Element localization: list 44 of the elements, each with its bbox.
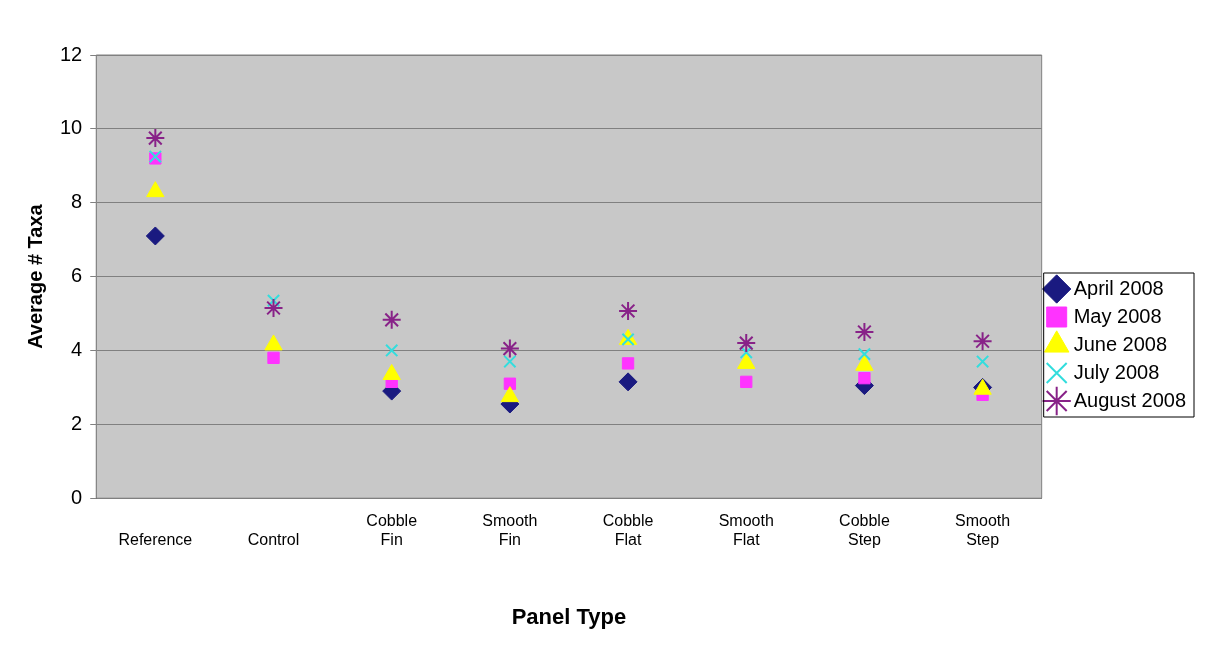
- point: [263, 297, 284, 318]
- legend-label: May 2008: [1073, 304, 1162, 327]
- point: [381, 309, 402, 330]
- point: [500, 386, 520, 403]
- x-tick-label: Cobble Flat: [602, 512, 654, 549]
- y-tick-label: 6: [71, 264, 83, 287]
- point: [618, 372, 638, 392]
- x-axis-title: Panel Type: [511, 603, 627, 629]
- point: [499, 338, 520, 359]
- y-tick-label: 10: [60, 116, 83, 139]
- x-tick-label: Control: [247, 531, 300, 549]
- x-tick-label: Cobble Step: [839, 512, 890, 549]
- y-tick-label: 8: [71, 190, 83, 213]
- point: [145, 226, 165, 246]
- point: [503, 354, 517, 369]
- x-tick-label: Reference: [118, 531, 193, 549]
- point: [972, 331, 993, 352]
- point: [385, 343, 399, 358]
- point: [503, 377, 517, 390]
- legend-label: August 2008: [1073, 388, 1187, 411]
- point: [621, 357, 635, 370]
- x-tick-label: Cobble Fin: [366, 512, 418, 549]
- point: [740, 375, 753, 389]
- point: [854, 322, 875, 342]
- point: [858, 372, 871, 385]
- point: [857, 347, 872, 361]
- point: [266, 293, 281, 308]
- y-tick-label: 4: [71, 337, 83, 360]
- y-tick-label: 2: [71, 411, 83, 434]
- point: [145, 128, 166, 149]
- y-axis-title: Average # Taxa: [23, 203, 46, 349]
- legend-label: June 2008: [1073, 332, 1168, 355]
- x-tick-label: Smooth Flat: [718, 512, 774, 549]
- point: [267, 351, 280, 365]
- point: [736, 333, 757, 354]
- x-tick-label: Smooth Fin: [482, 512, 538, 549]
- legend-label: April 2008: [1073, 276, 1164, 299]
- point: [975, 354, 990, 369]
- y-tick-label: 0: [71, 485, 83, 508]
- point: [739, 345, 753, 359]
- y-tick-label: 12: [60, 42, 83, 65]
- legend-label: July 2008: [1073, 360, 1160, 383]
- x-tick-label: Smooth Step: [955, 512, 1011, 549]
- point: [618, 300, 639, 321]
